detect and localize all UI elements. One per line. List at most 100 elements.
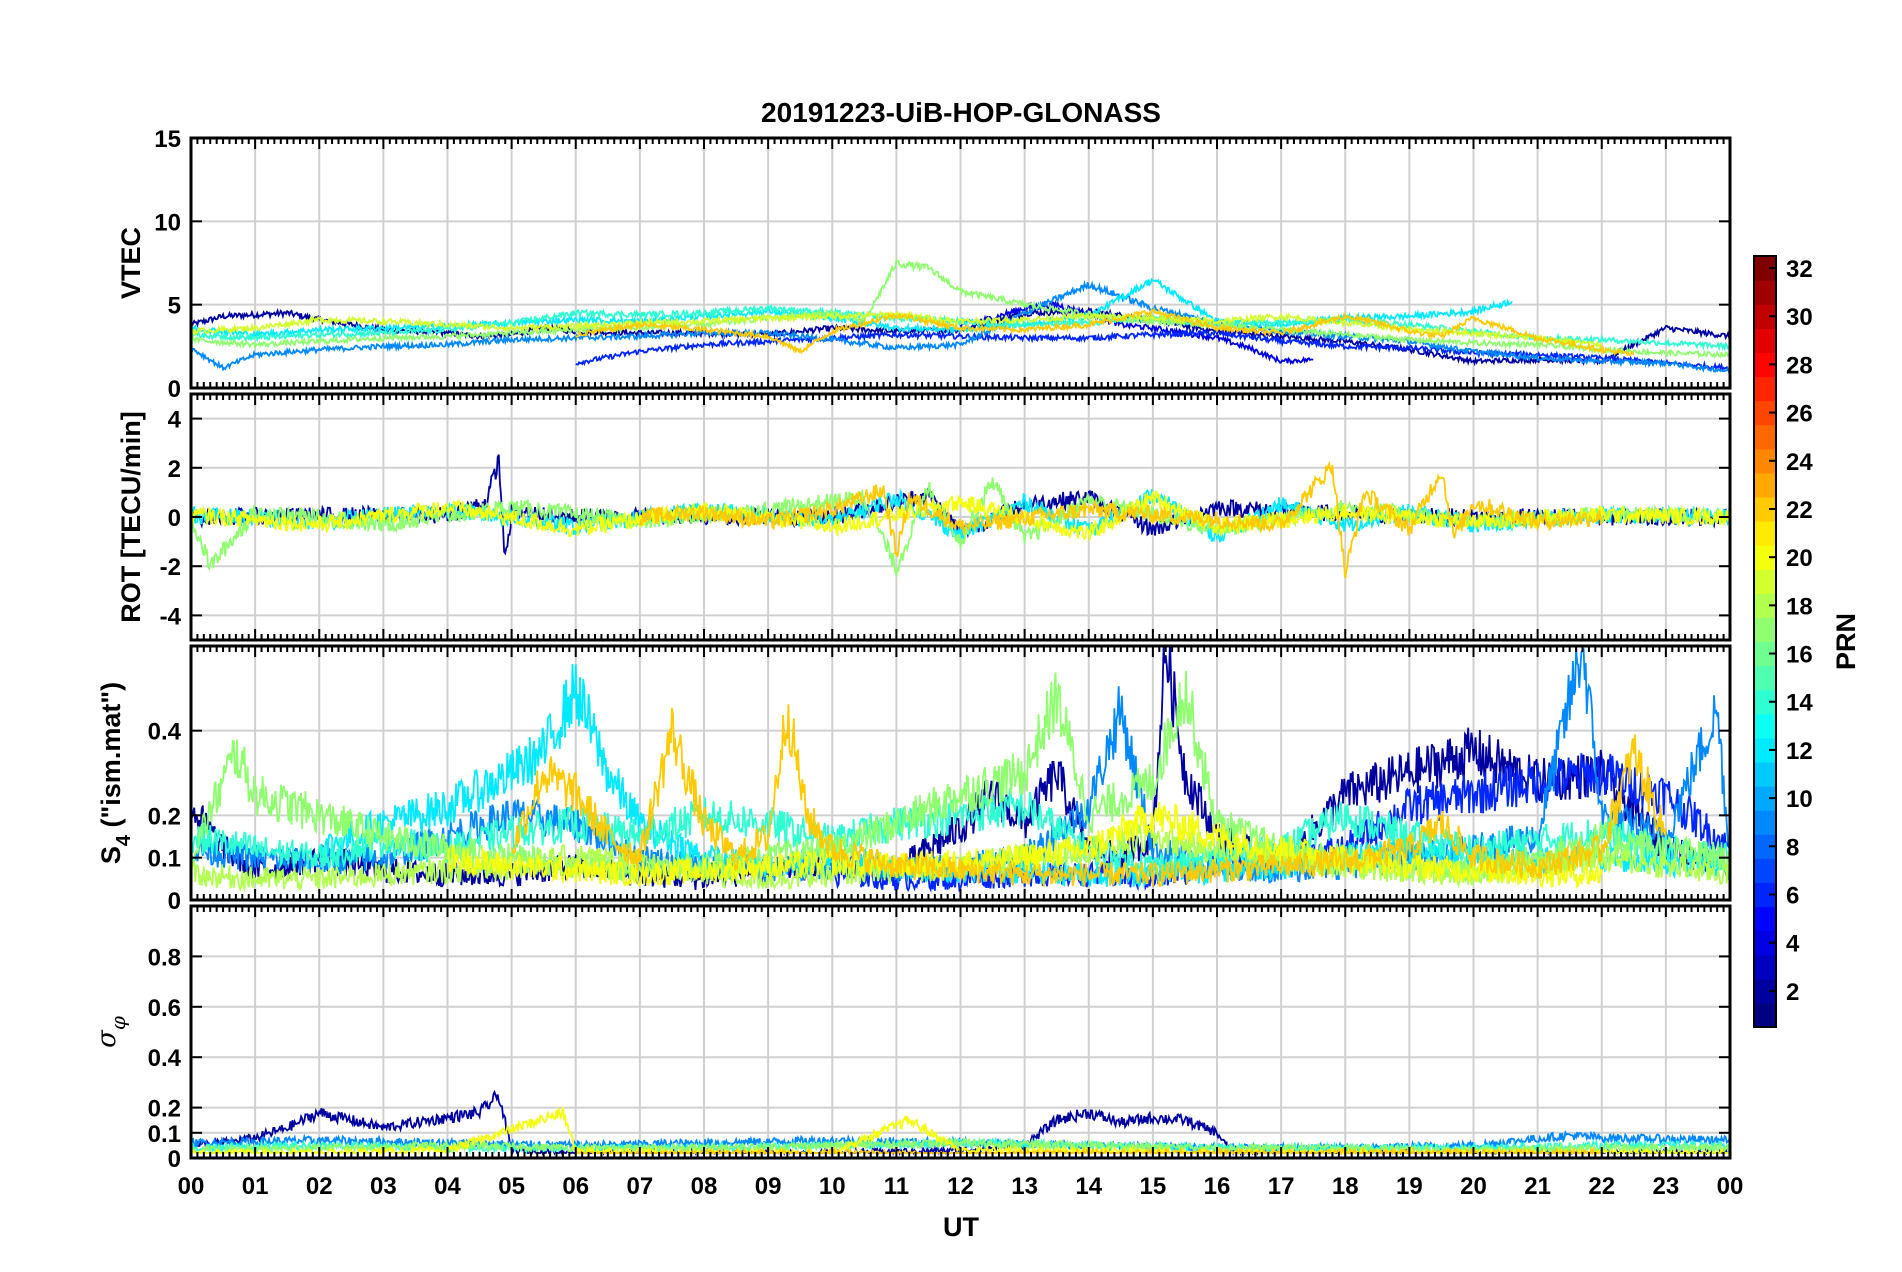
colorbar-segment: [1754, 472, 1776, 498]
y-tick-label: 0.1: [148, 1121, 181, 1148]
colorbar-segment: [1754, 545, 1776, 570]
colorbar-label: PRN: [1831, 613, 1861, 670]
y-tick-label: 0: [168, 376, 181, 403]
x-tick-label: 08: [691, 1173, 718, 1200]
x-tick-label: 20: [1460, 1173, 1487, 1200]
series-group-s4: [191, 646, 1730, 893]
colorbar-tick-label: 16: [1786, 642, 1813, 669]
y-tick-label: 0: [168, 505, 181, 532]
y-tick-label: 0.2: [148, 1096, 181, 1123]
colorbar-tick-label: 22: [1786, 497, 1813, 524]
colorbar-segment: [1754, 906, 1776, 932]
x-tick-label: 23: [1653, 1173, 1680, 1200]
y-tick-label: 0: [168, 888, 181, 915]
colorbar-tick-label: 8: [1786, 834, 1799, 861]
colorbar-segment: [1754, 280, 1776, 305]
y-tick-label: 0.2: [148, 803, 181, 830]
x-tick-label: 14: [1075, 1173, 1102, 1200]
series-line-prn-22: [510, 704, 1667, 887]
x-tick-label: 06: [562, 1173, 589, 1200]
colorbar-segment: [1754, 930, 1776, 956]
colorbar-tick-label: 10: [1786, 786, 1813, 813]
colorbar-frame: [1753, 255, 1777, 1028]
colorbar-segment: [1754, 569, 1776, 594]
x-ticks-rot: [190, 394, 1731, 640]
x-tick-label: 11: [884, 1173, 909, 1200]
x-tick-label: 10: [819, 1173, 846, 1200]
colorbar-tick-label: 18: [1786, 593, 1813, 620]
series-line-prn-4: [959, 299, 1314, 366]
y-tick-label: 0.6: [148, 995, 181, 1022]
colorbar-segment: [1754, 256, 1776, 281]
y-tick-label: 0.4: [148, 719, 182, 746]
y-tick-label: 4: [168, 407, 182, 434]
series-line-prn-20: [191, 490, 1730, 541]
x-tick-label: 16: [1204, 1173, 1231, 1200]
y-axis-label-sigma_phi: σφ: [92, 1016, 130, 1048]
series-line-prn-22: [575, 306, 1635, 357]
panel-vtec: 0 5 10 15 VTEC: [116, 126, 1732, 403]
x-tick-label: 07: [627, 1173, 654, 1200]
colorbar-segment: [1754, 641, 1776, 667]
colorbar-tick-label: 28: [1786, 352, 1813, 379]
colorbar-segment: [1754, 424, 1776, 450]
x-tick-label: 00: [178, 1173, 205, 1200]
y-axis-label-vtec: VTEC: [116, 227, 146, 299]
y-tick-label: 15: [154, 126, 181, 153]
colorbar-tick-label: 4: [1786, 931, 1800, 958]
colorbar-segment: [1754, 786, 1776, 811]
colorbar-tick-label: 26: [1786, 401, 1813, 428]
y-tick-label: 2: [168, 456, 181, 483]
colorbar-tick-label: 6: [1786, 882, 1799, 909]
y-tick-label: -2: [160, 554, 181, 581]
x-tick-label: 05: [498, 1173, 525, 1200]
y-tick-label: 0.4: [148, 1045, 182, 1072]
colorbar-segment: [1754, 593, 1776, 619]
colorbar-segment: [1754, 713, 1776, 739]
chart-title: 20191223-UiB-HOP-GLONASS: [761, 97, 1161, 128]
x-tick-label: 15: [1140, 1173, 1167, 1200]
colorbar-segment: [1754, 448, 1776, 474]
x-tick-label: 17: [1268, 1173, 1295, 1200]
series-line-prn-17: [191, 258, 1730, 359]
x-tick-labels: 00 01 02 03 04 05 06 07 08 09 10 11 12 13 14 15 16 17 18 19…: [178, 1173, 1744, 1200]
y-axis-label-rot: ROT [TECU/min]: [116, 411, 146, 622]
x-tick-label: 09: [755, 1173, 782, 1200]
y-tick-label: 0: [168, 1146, 181, 1173]
x-tick-label: 13: [1011, 1173, 1038, 1200]
colorbar-tick-label: 24: [1786, 449, 1813, 476]
series-line-prn-9: [191, 279, 1730, 374]
colorbar-segment: [1754, 761, 1776, 787]
colorbar-tick-label: 14: [1786, 690, 1813, 717]
colorbar-segment: [1754, 810, 1776, 835]
panel-s4: 0 0.1 0.2 0.4 S4 ("ism.mat"): [96, 644, 1732, 915]
colorbar-tick-label: 32: [1786, 256, 1813, 283]
x-tick-label: 12: [947, 1173, 974, 1200]
y-axis-label-s4: S4 ("ism.mat"): [96, 682, 135, 864]
x-tick-label: 21: [1524, 1173, 1551, 1200]
colorbar-tick-label: 2: [1786, 979, 1799, 1006]
colorbar-tick-label: 12: [1786, 738, 1813, 765]
x-tick-label: 02: [306, 1173, 333, 1200]
colorbar-segment: [1754, 352, 1776, 378]
x-tick-label: 19: [1396, 1173, 1423, 1200]
colorbar-segment: [1754, 665, 1776, 691]
x-ticks-vtec: [190, 138, 1731, 388]
y-tick-label: 5: [168, 293, 181, 320]
colorbar-segment: [1754, 376, 1776, 402]
y-tick-label: 0.1: [148, 846, 181, 873]
series-group-vtec: [191, 258, 1730, 374]
x-tick-label: 22: [1588, 1173, 1615, 1200]
colorbar-segment: [1754, 882, 1776, 908]
colorbar-tick-label: 30: [1786, 304, 1813, 331]
x-axis-label: UT: [943, 1212, 979, 1242]
x-ticks-s4: [190, 646, 1731, 900]
series-group-rot: [191, 454, 1730, 579]
colorbar-tick-label: 20: [1786, 545, 1813, 572]
colorbar-segment: [1754, 834, 1776, 859]
x-tick-label: 04: [434, 1173, 461, 1200]
y-tick-label: 0.8: [148, 944, 181, 971]
colorbar-segment: [1754, 858, 1776, 884]
